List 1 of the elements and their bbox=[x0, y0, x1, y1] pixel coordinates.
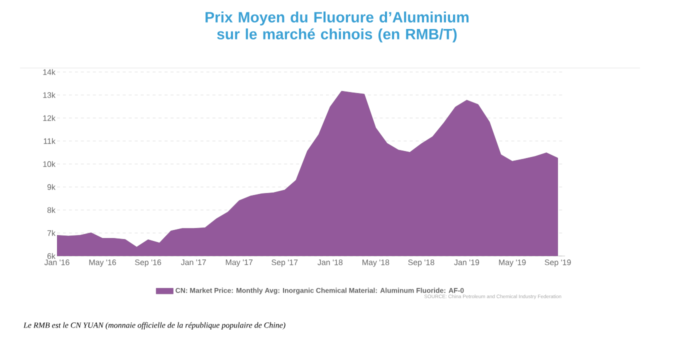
chart-title: Prix Moyen du Fluorure d’Aluminium sur le marché chinois (en RMB/T) bbox=[206, 12, 469, 42]
